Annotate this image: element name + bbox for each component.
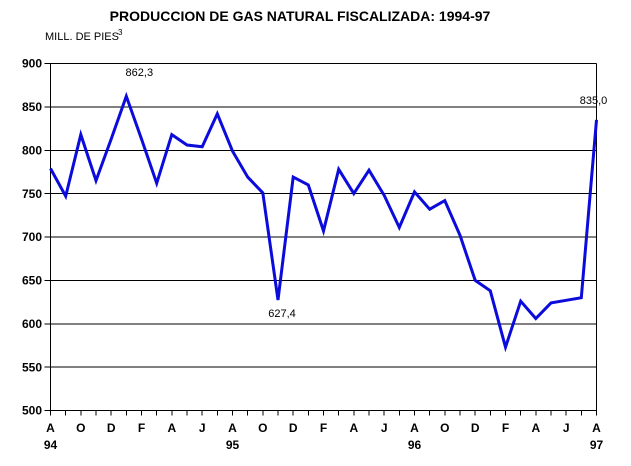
x-tick-label: F — [502, 421, 509, 435]
data-line — [49, 91, 598, 353]
y-tick-label: 600 — [22, 317, 42, 331]
x-tick-label: F — [138, 421, 145, 435]
x-tick-label: O — [440, 421, 449, 435]
x-tick-label: A — [410, 421, 419, 435]
x-tick-label: O — [76, 421, 85, 435]
x-tick-label: D — [289, 421, 298, 435]
y-tick-label: 750 — [22, 187, 42, 201]
chart-title: PRODUCCION DE GAS NATURAL FISCALIZADA: 1… — [110, 8, 491, 24]
plot-area: 500 550 600 650 700 750 800 850 900 A O D F A J A O D F A J A… — [22, 57, 607, 452]
x-tick-label: J — [199, 421, 206, 435]
y-tick-label: 700 — [22, 230, 42, 244]
y-tick-label: 850 — [22, 100, 42, 114]
y-tick-label: 900 — [22, 57, 42, 71]
x-tick-label: A — [349, 421, 358, 435]
year-label: 95 — [226, 438, 240, 452]
y-tick-label: 500 — [22, 404, 42, 418]
x-tick-label: A — [167, 421, 176, 435]
x-tick-label: A — [531, 421, 540, 435]
y-axis-unit-text: MILL. DE PIES — [45, 31, 119, 43]
x-tick-label: J — [563, 421, 570, 435]
x-tick-label: A — [228, 421, 237, 435]
x-tick-label: D — [107, 421, 116, 435]
x-tick-label: J — [381, 421, 388, 435]
y-tick-label: 800 — [22, 143, 42, 157]
y-tick-label: 550 — [22, 360, 42, 374]
data-label: 835,0 — [580, 95, 608, 107]
year-label: 94 — [44, 438, 58, 452]
x-tick-label: A — [46, 421, 55, 435]
year-label: 97 — [590, 438, 604, 452]
year-label: 96 — [408, 438, 422, 452]
data-label: 862,3 — [126, 67, 154, 79]
x-tick-label: F — [320, 421, 327, 435]
x-tick-label: O — [258, 421, 267, 435]
y-axis-unit-superscript: 3 — [118, 28, 123, 37]
x-tick-label: A — [592, 421, 601, 435]
y-axis-unit-label: MILL. DE PIES3 — [45, 28, 123, 43]
x-tick-label: D — [471, 421, 480, 435]
data-label: 627,4 — [268, 308, 296, 320]
y-tick-label: 650 — [22, 274, 42, 288]
